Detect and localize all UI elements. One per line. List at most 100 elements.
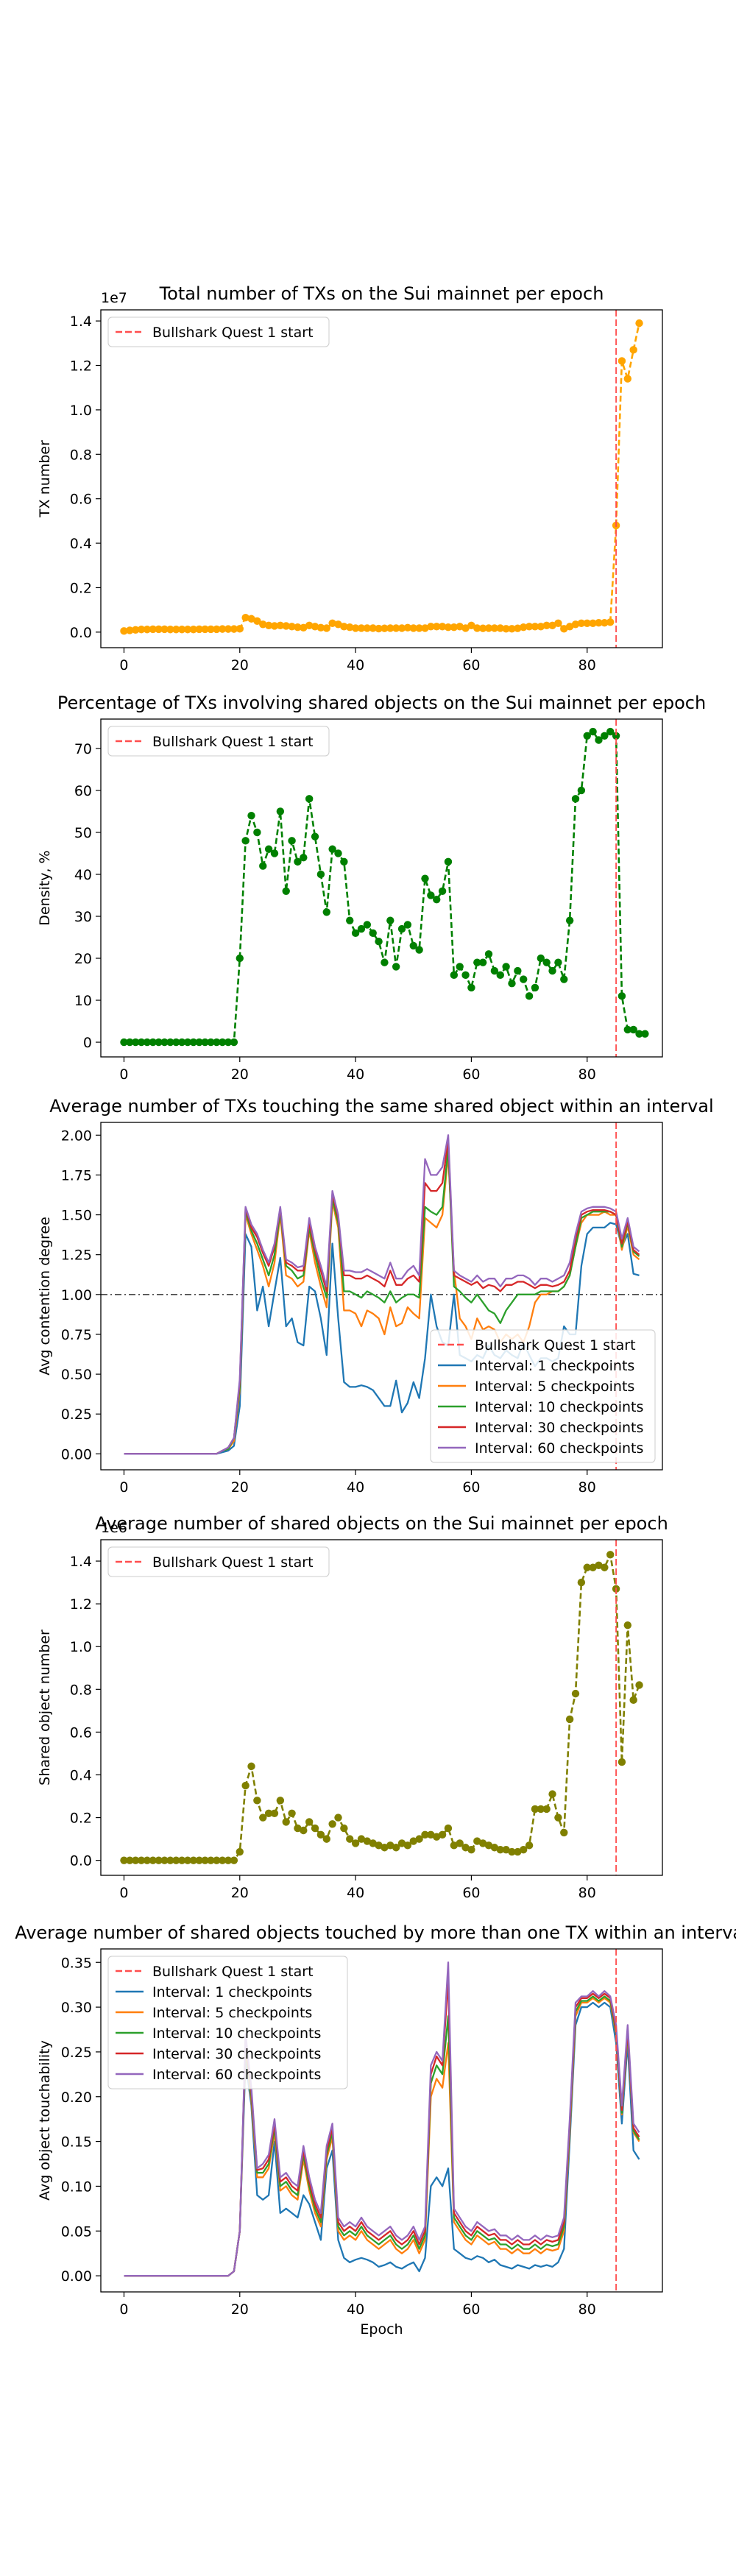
data-point — [363, 1837, 372, 1845]
data-point — [456, 623, 464, 631]
data-point — [629, 346, 637, 354]
y-tick-label: 0.15 — [61, 2134, 92, 2151]
data-point — [143, 626, 152, 634]
data-point — [606, 727, 615, 736]
data-point — [618, 1758, 626, 1766]
y-tick-label: 0.35 — [61, 1955, 92, 1971]
data-point — [514, 966, 522, 975]
data-point — [230, 1856, 238, 1864]
x-tick-label: 0 — [119, 657, 128, 673]
data-point — [496, 1845, 504, 1854]
data-point — [427, 1830, 435, 1839]
data-point — [253, 828, 261, 837]
axis-offset-label: 1e7 — [101, 290, 127, 306]
series-line-1 — [124, 1554, 640, 1861]
data-point — [589, 1563, 597, 1571]
data-point — [276, 807, 285, 815]
data-point — [531, 623, 539, 631]
data-point — [421, 1830, 429, 1839]
data-point — [230, 1038, 238, 1047]
data-point — [172, 1856, 180, 1864]
x-tick-label: 20 — [231, 657, 249, 673]
data-point — [508, 980, 516, 988]
data-point — [461, 1844, 470, 1852]
data-point — [357, 624, 366, 632]
data-point — [282, 887, 290, 895]
data-point — [433, 895, 441, 904]
x-tick-label: 20 — [231, 1885, 249, 1901]
data-point — [264, 621, 273, 630]
data-point — [467, 983, 475, 992]
data-point — [351, 624, 360, 632]
legend-series-2-label: Interval: 5 checkpoints — [152, 2005, 312, 2021]
data-point — [201, 1856, 209, 1864]
data-point — [473, 1837, 481, 1845]
data-point — [241, 614, 250, 622]
data-point — [409, 941, 417, 950]
data-point — [438, 1830, 447, 1839]
data-point — [554, 1814, 562, 1822]
data-point — [311, 832, 319, 841]
data-point — [311, 1824, 319, 1833]
data-point — [409, 1837, 417, 1845]
plot-area — [101, 1122, 662, 1470]
data-point — [415, 1835, 423, 1843]
x-tick-label: 40 — [347, 1479, 364, 1496]
data-point — [137, 626, 146, 634]
data-point — [357, 1835, 366, 1843]
data-point — [618, 992, 626, 1000]
data-point — [520, 1845, 528, 1854]
data-point — [606, 618, 615, 626]
data-point — [421, 624, 429, 632]
data-point — [375, 1841, 383, 1850]
y-tick-label: 0.0 — [70, 625, 92, 641]
data-point — [467, 1845, 475, 1854]
data-point — [392, 963, 400, 971]
y-tick-label: 0.25 — [61, 2045, 92, 2061]
data-point — [421, 874, 429, 882]
data-point — [305, 795, 314, 803]
data-point — [629, 1025, 637, 1034]
data-point — [259, 1814, 267, 1822]
y-tick-label: 0 — [83, 1035, 92, 1051]
data-point — [282, 622, 290, 630]
data-point — [397, 1839, 406, 1847]
x-tick-label: 20 — [231, 1479, 249, 1496]
data-point — [525, 623, 534, 631]
data-point — [218, 625, 227, 633]
y-tick-label: 0.75 — [61, 1327, 92, 1343]
data-point — [316, 623, 325, 632]
data-point — [241, 837, 250, 845]
data-point — [386, 1841, 394, 1850]
data-point — [160, 1038, 169, 1047]
data-point — [444, 1824, 453, 1833]
axes-frame — [100, 718, 663, 1058]
axis-offset-label: 1e6 — [101, 1520, 127, 1536]
x-tick-label: 80 — [578, 2301, 596, 2318]
x-tick-label: 80 — [578, 1066, 596, 1083]
data-point — [224, 1856, 233, 1864]
data-point — [300, 853, 308, 862]
data-point — [137, 1856, 146, 1864]
data-point — [595, 736, 603, 744]
data-point — [525, 1841, 534, 1850]
data-point — [381, 958, 389, 966]
data-point — [403, 623, 412, 632]
data-point — [160, 1856, 169, 1864]
chart-title: Average number of TXs touching the same … — [49, 1096, 713, 1117]
legend-series-1-label: Interval: 1 checkpoints — [475, 1358, 634, 1374]
data-point — [397, 624, 406, 632]
data-point — [195, 1038, 203, 1047]
data-point — [427, 891, 435, 899]
data-point — [508, 625, 516, 633]
data-point — [207, 1038, 215, 1047]
legend-quest-start-label: Bullshark Quest 1 start — [152, 1964, 314, 1980]
data-point — [554, 619, 562, 627]
legend-series-2-label: Interval: 5 checkpoints — [475, 1379, 634, 1395]
x-tick-label: 60 — [462, 1479, 480, 1496]
legend-box — [430, 1329, 656, 1463]
y-tick-label: 0.6 — [70, 492, 92, 508]
data-point — [525, 992, 534, 1000]
x-tick-label: 80 — [578, 1479, 596, 1496]
data-point — [490, 624, 499, 632]
